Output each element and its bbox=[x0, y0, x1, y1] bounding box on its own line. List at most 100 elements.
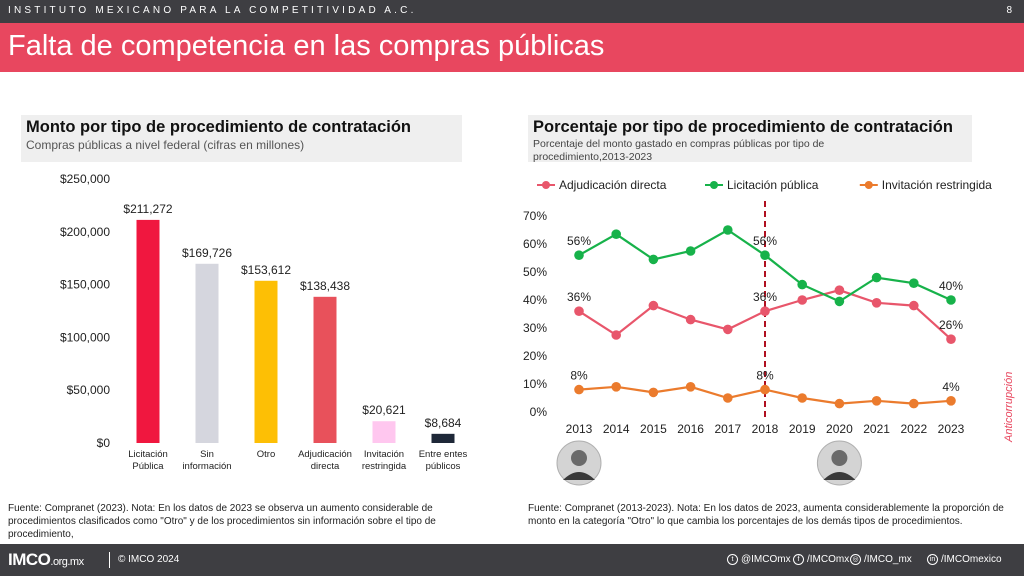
data-point bbox=[834, 285, 845, 295]
title-bar: Falta de competencia en las compras públ… bbox=[0, 23, 1024, 72]
data-point bbox=[946, 334, 956, 344]
category-label: Licitación Pública bbox=[128, 449, 168, 472]
x-tick-label: 2020 bbox=[826, 422, 853, 436]
footer-divider bbox=[109, 552, 110, 568]
right-chart-subtitle: Porcentaje del monto gastado en compras … bbox=[533, 138, 825, 163]
social-facebook-link[interactable]: f /IMCOmx bbox=[793, 554, 849, 565]
y-tick-label: $50,000 bbox=[67, 383, 111, 397]
data-point bbox=[871, 272, 882, 283]
x-tick-label: 2015 bbox=[640, 422, 667, 436]
legend-label: Adjudicación directa bbox=[559, 178, 667, 192]
data-point bbox=[797, 295, 807, 305]
bar-value-label: $169,726 bbox=[182, 246, 232, 260]
data-label: 56% bbox=[567, 234, 591, 248]
legend-swatch-marker bbox=[542, 181, 550, 189]
data-point bbox=[946, 295, 956, 305]
data-point bbox=[760, 306, 770, 316]
y-tick-label: 10% bbox=[523, 377, 547, 391]
twitter-icon: t bbox=[727, 554, 738, 565]
category-label-line: directa bbox=[311, 461, 340, 472]
data-label: 56% bbox=[753, 234, 777, 248]
right-chart-title: Porcentaje por tipo de procedimiento de … bbox=[533, 118, 953, 136]
right-chart-header: Porcentaje por tipo de procedimiento de … bbox=[528, 115, 972, 163]
category-label-line: restringida bbox=[362, 461, 407, 472]
bar-value-label: $20,621 bbox=[362, 403, 406, 417]
legend-label: Licitación pública bbox=[727, 178, 819, 192]
portrait-head bbox=[831, 450, 848, 466]
y-tick-label: 0% bbox=[530, 405, 548, 419]
x-tick-label: 2019 bbox=[789, 422, 816, 436]
data-point bbox=[574, 250, 584, 260]
bar-value-label: $8,684 bbox=[425, 416, 462, 430]
data-point bbox=[760, 384, 770, 395]
data-point bbox=[648, 254, 659, 265]
category-label-line: información bbox=[182, 461, 231, 472]
data-point bbox=[611, 382, 621, 392]
bar-value-label: $138,438 bbox=[300, 279, 350, 293]
bar-value-label: $211,272 bbox=[123, 202, 172, 216]
x-tick-label: 2016 bbox=[677, 422, 704, 436]
y-tick-label: $0 bbox=[97, 436, 111, 450]
data-point bbox=[909, 278, 919, 288]
president-portrait-2013-icon bbox=[556, 440, 602, 486]
category-label: Sin información bbox=[182, 449, 231, 472]
data-point bbox=[909, 300, 919, 311]
x-tick-label: 2017 bbox=[714, 422, 741, 436]
category-label-line: Adjudicación bbox=[298, 449, 352, 460]
imco-logo[interactable]: IMCO.org.mx bbox=[8, 550, 84, 570]
data-point bbox=[723, 324, 733, 335]
y-tick-label: 20% bbox=[523, 349, 547, 363]
footer: IMCO.org.mx © IMCO 2024 t @IMCOmx f /IMC… bbox=[0, 544, 1024, 576]
data-point bbox=[797, 393, 807, 403]
data-label: 26% bbox=[939, 318, 963, 332]
legend-swatch-marker bbox=[864, 181, 873, 189]
data-label: 4% bbox=[942, 380, 960, 394]
category-label: Entre entes públicos bbox=[419, 449, 468, 472]
bar-chart: $0 $50,000 $100,000 $150,000 $200,000 $250,00… bbox=[60, 172, 468, 472]
data-point bbox=[797, 279, 807, 290]
data-point bbox=[611, 330, 621, 340]
logo-domain: .org.mx bbox=[50, 556, 84, 568]
logo-text: IMCO bbox=[8, 550, 51, 569]
social-instagram-link[interactable]: ◎ /IMCO_mx bbox=[850, 554, 912, 565]
category-label-line: Licitación bbox=[128, 449, 168, 460]
page-title: Falta de competencia en las compras públ… bbox=[8, 30, 605, 62]
social-twitter-link[interactable]: t @IMCOmx bbox=[727, 554, 791, 565]
data-point bbox=[834, 398, 845, 409]
bar bbox=[431, 433, 455, 443]
x-tick-label: 2018 bbox=[752, 422, 779, 436]
category-label-line: Otro bbox=[257, 449, 275, 460]
social-instagram-label: /IMCO_mx bbox=[864, 554, 912, 565]
legend-label: Invitación restringida bbox=[882, 178, 992, 192]
linkedin-icon: in bbox=[927, 554, 938, 565]
bar-value-label: $153,612 bbox=[241, 263, 291, 277]
bar bbox=[313, 296, 337, 443]
data-label: 36% bbox=[753, 290, 777, 304]
legend-swatch-marker bbox=[710, 181, 718, 189]
bar bbox=[136, 219, 160, 443]
social-linkedin-link[interactable]: in /IMCOmexico bbox=[927, 554, 1002, 565]
category-label: Otro bbox=[257, 449, 275, 460]
data-point bbox=[946, 396, 956, 406]
left-chart-header: Monto por tipo de procedimiento de contr… bbox=[21, 115, 462, 162]
y-tick-label: 70% bbox=[523, 209, 547, 223]
section-tag-label: Anticorrupción bbox=[1003, 371, 1015, 442]
data-point bbox=[760, 250, 770, 260]
category-label-line: Sin bbox=[200, 449, 214, 460]
data-point bbox=[871, 396, 882, 406]
y-tick-label: $150,000 bbox=[60, 278, 110, 292]
data-label: 8% bbox=[570, 369, 588, 383]
organization-name: INSTITUTO MEXICANO PARA LA COMPETITIVIDA… bbox=[8, 5, 417, 16]
facebook-icon: f bbox=[793, 554, 804, 565]
data-point bbox=[909, 398, 919, 409]
data-point bbox=[648, 387, 659, 398]
data-point bbox=[574, 306, 584, 316]
y-tick-label: 50% bbox=[523, 265, 547, 279]
bar bbox=[195, 263, 219, 443]
data-label: 40% bbox=[939, 279, 963, 293]
data-point bbox=[871, 298, 882, 308]
x-tick-label: 2021 bbox=[863, 422, 890, 436]
x-tick-label: 2014 bbox=[603, 422, 630, 436]
instagram-icon: ◎ bbox=[850, 554, 861, 565]
left-source-note: Fuente: Compranet (2023). Nota: En los d… bbox=[8, 503, 436, 540]
